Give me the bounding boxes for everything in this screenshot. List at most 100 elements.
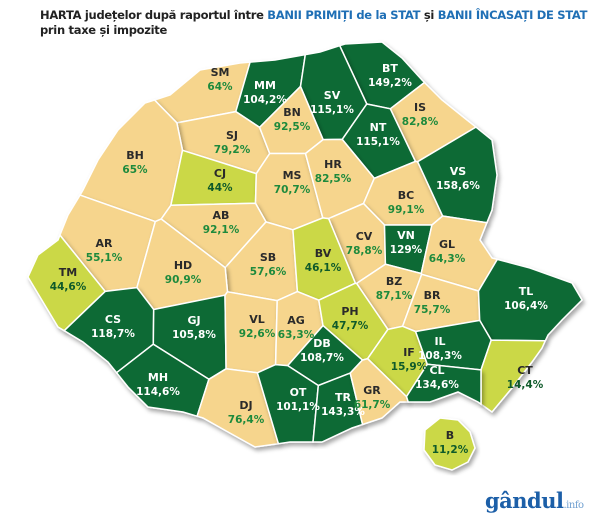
- county-code: HR: [324, 158, 342, 171]
- county-value: 108,3%: [418, 350, 462, 362]
- county-code: BZ: [386, 275, 402, 288]
- county-value: 134,6%: [415, 379, 459, 391]
- county-code: TM: [59, 266, 77, 279]
- county-code: AR: [96, 237, 114, 250]
- title-highlight-received: BANII PRIMIȚI de la STAT: [267, 8, 421, 22]
- county-code: TR: [335, 391, 352, 404]
- county-code: CT: [517, 364, 533, 377]
- county-value: 118,7%: [91, 328, 135, 340]
- county-value: 115,1%: [310, 104, 354, 116]
- county-value: 104,2%: [243, 94, 287, 106]
- county-tl: [477, 258, 583, 342]
- county-value: 78,8%: [346, 245, 383, 257]
- county-ot: [256, 363, 320, 445]
- county-value: 129%: [390, 244, 423, 256]
- county-code: AB: [213, 209, 230, 222]
- county-value: 65%: [122, 164, 148, 176]
- county-code: DB: [313, 337, 331, 350]
- county-code: VN: [397, 229, 415, 242]
- county-code: B: [446, 429, 454, 442]
- county-code: DJ: [239, 399, 252, 412]
- county-value: 106,4%: [504, 300, 548, 312]
- county-code: VL: [249, 313, 265, 326]
- county-b: [423, 417, 476, 471]
- county-code: SM: [211, 66, 230, 79]
- county-code: SV: [324, 89, 341, 102]
- title-text: și: [420, 8, 438, 22]
- county-dj: [196, 368, 280, 448]
- county-code: IL: [434, 335, 445, 348]
- county-code: CV: [356, 230, 373, 243]
- county-code: IF: [403, 346, 415, 359]
- county-value: 15,9%: [391, 361, 428, 373]
- county-code: PH: [341, 305, 358, 318]
- county-code: CS: [105, 313, 121, 326]
- county-value: 70,7%: [274, 184, 311, 196]
- county-code: GR: [363, 384, 381, 397]
- county-code: MM: [254, 79, 276, 92]
- county-code: TL: [519, 285, 534, 298]
- county-value: 64%: [207, 81, 233, 93]
- county-code: GJ: [187, 314, 200, 327]
- county-value: 63,3%: [278, 329, 315, 341]
- map-title: HARTA județelor după raportul între BANI…: [40, 8, 587, 38]
- county-cl: [405, 363, 482, 406]
- title-text: HARTA județelor după raportul între: [40, 8, 268, 22]
- county-code: AG: [287, 314, 305, 327]
- county-code: OT: [290, 386, 307, 399]
- county-value: 44%: [207, 182, 233, 194]
- county-value: 114,6%: [136, 386, 180, 398]
- county-value: 44,6%: [50, 281, 87, 293]
- county-code: VS: [450, 165, 467, 178]
- county-code: BV: [315, 247, 332, 260]
- gandul-logo: gândul.info: [485, 488, 584, 513]
- county-ct: [480, 339, 547, 414]
- county-code: BH: [126, 149, 144, 162]
- county-code: BN: [283, 106, 301, 119]
- county-code: IS: [414, 101, 426, 114]
- county-value: 57,6%: [250, 266, 287, 278]
- county-value: 47,7%: [332, 320, 369, 332]
- county-code: MS: [283, 169, 302, 182]
- county-code: SB: [260, 251, 276, 264]
- county-value: 61,7%: [354, 399, 391, 411]
- title-highlight-collected: BANII ÎNCASAȚI DE STAT: [437, 8, 588, 22]
- county-value: 90,9%: [165, 274, 202, 286]
- county-code: MH: [148, 371, 168, 384]
- county-value: 115,1%: [356, 136, 400, 148]
- title-line2: prin taxe și impozite: [40, 23, 167, 37]
- county-value: 14,4%: [507, 379, 544, 391]
- county-value: 55,1%: [86, 252, 123, 264]
- county-value: 149,2%: [368, 77, 412, 89]
- county-value: 76,4%: [228, 414, 265, 426]
- county-value: 79,2%: [214, 144, 251, 156]
- county-code: BR: [424, 289, 441, 302]
- county-value: 82,8%: [402, 116, 439, 128]
- county-value: 92,6%: [239, 328, 276, 340]
- county-mh: [115, 343, 210, 418]
- county-value: 87,1%: [376, 290, 413, 302]
- county-value: 75,7%: [414, 304, 451, 316]
- county-value: 92,5%: [274, 121, 311, 133]
- county-value: 108,7%: [300, 352, 344, 364]
- county-value: 143,3%: [321, 406, 365, 418]
- county-value: 101,1%: [276, 401, 320, 413]
- county-value: 11,2%: [432, 444, 469, 456]
- county-value: 46,1%: [305, 262, 342, 274]
- county-code: SJ: [226, 129, 238, 142]
- county-code: BT: [382, 62, 398, 75]
- county-code: CJ: [214, 167, 226, 180]
- county-value: 105,8%: [172, 329, 216, 341]
- county-code: HD: [174, 259, 192, 272]
- county-value: 92,1%: [203, 224, 240, 236]
- county-vs: [416, 126, 498, 224]
- county-code: GL: [439, 238, 455, 251]
- county-value: 158,6%: [436, 180, 480, 192]
- county-value: 64,3%: [429, 253, 466, 265]
- county-value: 82,5%: [315, 173, 352, 185]
- county-code: BC: [398, 189, 414, 202]
- county-value: 99,1%: [388, 204, 425, 216]
- county-code: NT: [370, 121, 387, 134]
- county-gr: [349, 357, 410, 426]
